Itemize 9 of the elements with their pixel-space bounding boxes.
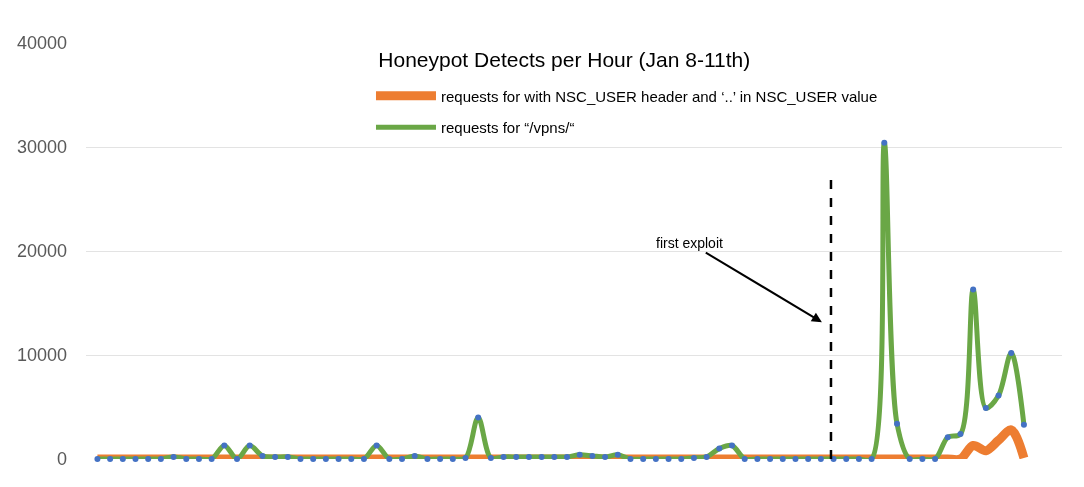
y-tick-label: 10000 <box>16 345 67 366</box>
y-tick-label: 40000 <box>16 33 67 54</box>
chart-title: Honeypot Detects per Hour (Jan 8-11th) <box>378 47 751 71</box>
y-tick-label: 30000 <box>16 137 67 158</box>
y-tick-label: 0 <box>56 449 67 470</box>
legend-label: requests for with NSC_USER header and ‘..’ in NSC_USER value <box>440 87 878 105</box>
legend-label: requests for “/vpns/“ <box>440 119 575 137</box>
y-tick-label: 20000 <box>16 241 67 262</box>
annotation: first exploit <box>656 235 724 251</box>
